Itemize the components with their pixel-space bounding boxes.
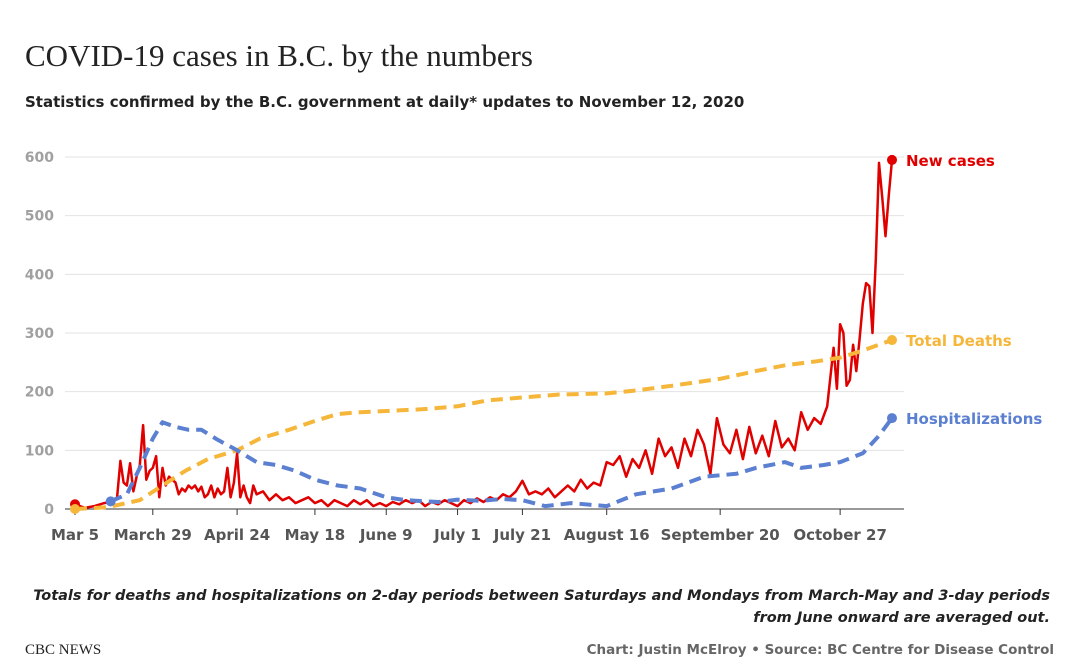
x-axis-ticks: Mar 5 March 29 April 24 May 18 June 9 July 1 J… (51, 509, 887, 544)
hospitalizations-start-point (105, 496, 116, 507)
y-tick-label: 0 (44, 502, 54, 518)
line-chart: 0 100 200 300 400 500 600 Mar 5 March 29 April 2… (25, 150, 1043, 544)
chart-title: COVID-19 cases in B.C. by the numbers (25, 38, 533, 73)
y-axis-ticks: 0 100 200 300 400 500 600 (25, 150, 54, 518)
chart-subtitle: Statistics confirmed by the B.C. governm… (25, 93, 745, 111)
x-tick-label: March 29 (114, 526, 192, 544)
hospitalizations-line (109, 416, 894, 509)
x-tick-label: April 24 (204, 526, 270, 544)
total-deaths-end-point (887, 335, 897, 346)
x-tick-label: September 20 (661, 526, 780, 544)
y-tick-label: 400 (25, 267, 54, 283)
source-credit: Chart: Justin McElroy • Source: BC Centr… (586, 642, 1054, 658)
new-cases-line (73, 158, 894, 510)
total-deaths-label: Total Deaths (906, 332, 1012, 350)
brand-logo: CBC NEWS (25, 642, 102, 658)
hospitalizations-label: Hospitalizations (906, 410, 1042, 428)
y-tick-label: 600 (25, 150, 54, 166)
y-tick-label: 300 (25, 326, 54, 342)
x-tick-label: June 9 (359, 526, 413, 544)
x-tick-label: August 16 (564, 526, 650, 544)
y-tick-label: 500 (25, 209, 54, 225)
y-tick-label: 100 (25, 443, 54, 459)
series-lines (70, 154, 897, 514)
footnote: Totals for deaths and hospitalizations o… (33, 588, 1050, 626)
hospitalizations-end-point (887, 413, 897, 424)
x-tick-label: July 1 (433, 526, 481, 544)
total-deaths-line (74, 338, 893, 511)
y-tick-label: 200 (25, 385, 54, 401)
series-labels: New cases Total Deaths Hospitalizations (906, 152, 1042, 428)
new-cases-label: New cases (906, 152, 995, 170)
x-tick-label: July 21 (493, 526, 551, 544)
total-deaths-start-point (70, 504, 80, 514)
x-tick-label: May 18 (285, 526, 345, 544)
new-cases-end-point (887, 154, 897, 165)
gridlines (65, 156, 904, 510)
x-tick-label: October 27 (793, 526, 887, 544)
x-tick-label: Mar 5 (51, 526, 99, 544)
